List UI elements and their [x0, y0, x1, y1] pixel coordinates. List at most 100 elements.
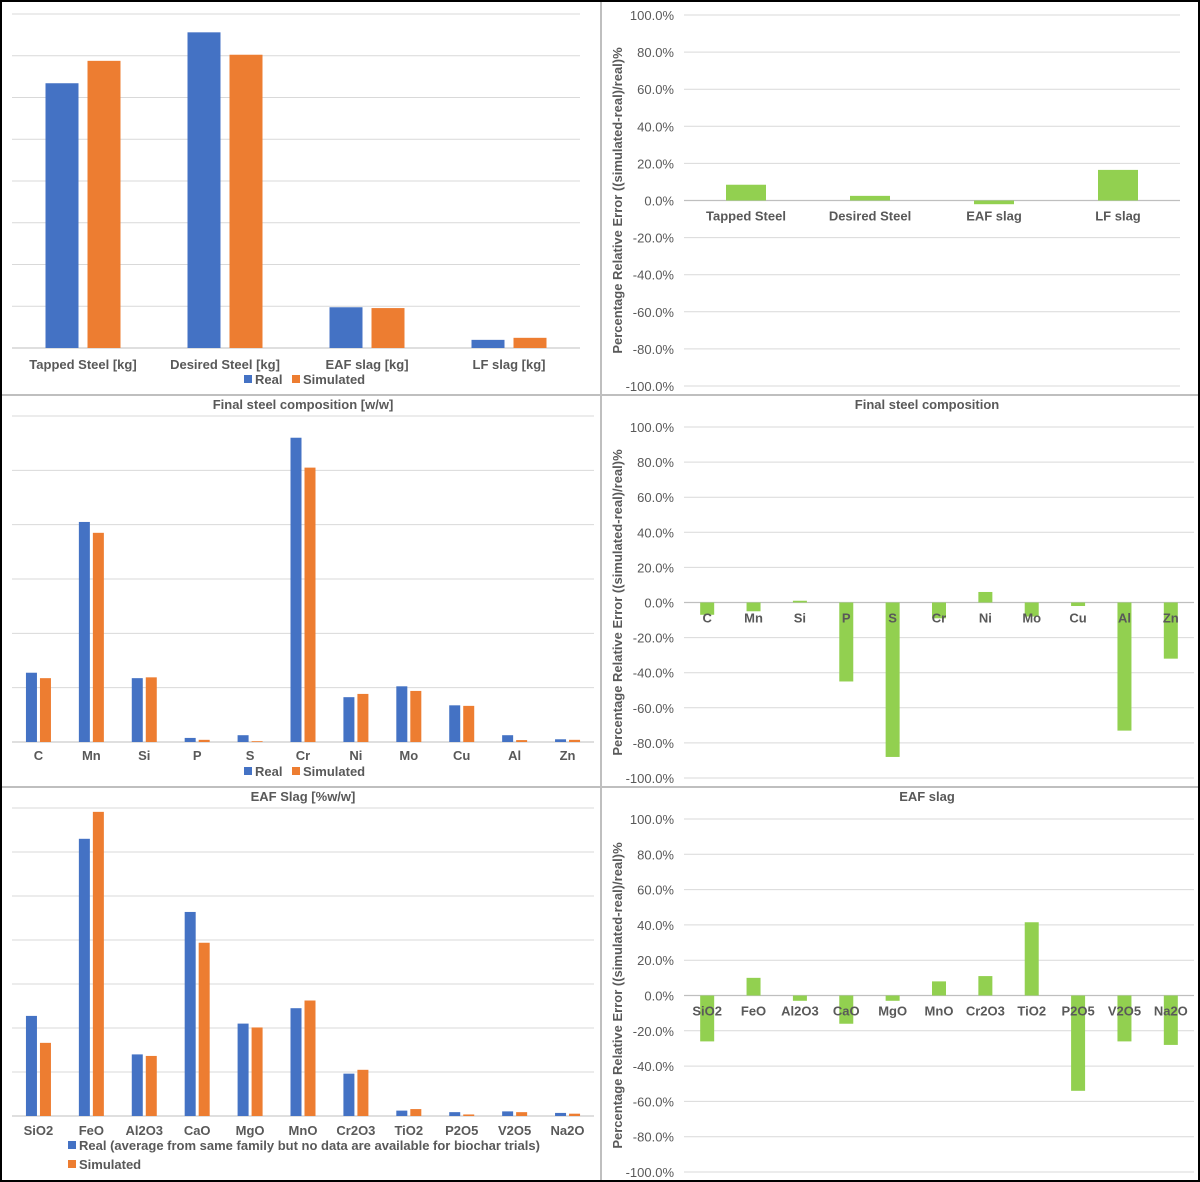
category-label: P2O5 [1061, 1004, 1094, 1019]
legend-swatch-simulated [292, 375, 300, 383]
error-bar-p2o5 [1071, 995, 1086, 1091]
bar-simulated-cr [304, 467, 316, 742]
y-tick-label: -80.0% [633, 736, 675, 751]
bar-real-v2o5 [502, 1111, 514, 1116]
error-bar-cao [839, 995, 854, 1024]
y-tick-label: -60.0% [633, 701, 675, 716]
category-label: Cu [1069, 611, 1086, 626]
category-label: EAF slag [966, 209, 1022, 224]
category-label: Desired Steel [kg] [170, 357, 280, 372]
y-tick-label: 80.0% [637, 847, 674, 862]
category-label: EAF slag [kg] [325, 357, 408, 372]
bar-real-al [502, 735, 514, 742]
category-label: CaO [184, 1123, 211, 1138]
y-tick-label: 80.0% [637, 45, 674, 60]
category-label: Cu [453, 748, 470, 763]
error-bar-mgo [885, 995, 900, 1001]
error-bar-desired-steel [850, 195, 890, 201]
error-bar-al [1117, 602, 1132, 731]
bar-real-si [131, 678, 143, 742]
category-label: C [34, 748, 44, 763]
y-tick-label: -20.0% [633, 231, 675, 246]
bar-real-ni [343, 697, 355, 742]
category-label: Na2O [1154, 1004, 1188, 1019]
error-bar-c [700, 602, 715, 615]
chart-title: EAF slag [899, 789, 955, 804]
y-tick-label: 0.0% [644, 194, 674, 209]
error-bar-mn [746, 602, 761, 612]
bar-simulated-desired-steel-kg [229, 54, 263, 348]
bar-real-c [25, 672, 37, 742]
bar-simulated-ni [357, 693, 369, 742]
category-label: Tapped Steel [706, 209, 786, 224]
bar-simulated-lf-slag-kg [513, 337, 547, 348]
category-label: FeO [741, 1004, 766, 1019]
bar-real-cr2o3 [343, 1073, 355, 1116]
category-label: P [842, 611, 851, 626]
error-bar-cu [1071, 602, 1086, 607]
category-label: Cr2O3 [966, 1004, 1005, 1019]
category-label: V2O5 [1108, 1004, 1141, 1019]
category-label: SiO2 [24, 1123, 54, 1138]
y-tick-label: 20.0% [637, 953, 674, 968]
bar-real-tio2 [396, 1110, 408, 1116]
bar-simulated-zn [569, 739, 581, 742]
error-bar-s [885, 602, 900, 757]
y-tick-label: -100.0% [626, 1165, 675, 1180]
category-label: Desired Steel [829, 209, 911, 224]
chart-mass-real-vs-simulated: Tapped Steel [kg] Desired Steel [kg] EAF s… [2, 2, 600, 394]
category-label: TiO2 [1017, 1004, 1046, 1019]
category-label: Al2O3 [781, 1004, 819, 1019]
y-tick-label: -60.0% [633, 305, 675, 320]
bar-simulated-tapped-steel-kg [87, 60, 121, 349]
category-label: Ni [349, 748, 362, 763]
error-bar-si [792, 600, 807, 603]
bar-simulated-v2o5 [516, 1112, 528, 1116]
y-axis-title: Percentage Relative Error ((simulated-re… [610, 842, 625, 1149]
y-tick-label: -60.0% [633, 1094, 675, 1109]
bar-simulated-s [251, 741, 263, 742]
category-label: P [193, 748, 202, 763]
legend-swatch-simulated [68, 1160, 76, 1168]
bar-real-cu [449, 705, 461, 742]
bar-simulated-mo [410, 690, 422, 742]
y-tick-label: 60.0% [637, 82, 674, 97]
bar-real-mgo [237, 1023, 249, 1116]
chart-title: Final steel composition [w/w] [213, 397, 394, 412]
bar-real-desired-steel-kg [187, 32, 221, 348]
bar-real-tapped-steel-kg [45, 83, 79, 349]
legend-swatch-simulated [292, 767, 300, 775]
error-bar-tapped-steel [726, 184, 766, 201]
y-tick-label: 20.0% [637, 560, 674, 575]
bar-real-cao [184, 911, 196, 1116]
bar-real-zn [555, 739, 567, 742]
bar-simulated-cu [463, 705, 475, 742]
category-label: MgO [878, 1004, 907, 1019]
category-label: S [246, 748, 255, 763]
bar-simulated-p [198, 739, 210, 742]
bar-simulated-na2o [569, 1113, 581, 1116]
y-tick-label: 100.0% [630, 8, 675, 23]
error-bar-eaf-slag [974, 200, 1014, 205]
bar-simulated-mn [92, 532, 104, 742]
chart-steel-composition-error: Final steel composition 100.0% 80.0% 60.0% 4… [602, 396, 1198, 786]
category-label: MnO [925, 1004, 954, 1019]
y-tick-label: -20.0% [633, 631, 675, 646]
y-tick-label: 0.0% [644, 596, 674, 611]
chart-svg: 100.0% 80.0% 60.0% 40.0% 20.0% 0.0% -20.0% -40.… [610, 8, 1180, 394]
category-label: FeO [79, 1123, 104, 1138]
bar-simulated-cr2o3 [357, 1069, 369, 1116]
horizontal-divider [2, 394, 1198, 396]
y-tick-label: 100.0% [630, 812, 675, 827]
bar-real-mo [396, 686, 408, 742]
bar-simulated-mgo [251, 1027, 263, 1116]
chart-eaf-slag-error: EAF slag 100.0% 80.0% 60.0% 40.0% 20.0% 0.0% -2… [602, 788, 1198, 1180]
category-label: Mn [82, 748, 101, 763]
y-tick-label: 40.0% [637, 525, 674, 540]
bar-simulated-al [516, 740, 528, 742]
bar-simulated-si [145, 677, 157, 742]
bar-real-p2o5 [449, 1112, 461, 1116]
bar-real-eaf-slag-kg [329, 307, 363, 348]
y-tick-label: 0.0% [644, 989, 674, 1004]
category-label: MnO [289, 1123, 318, 1138]
